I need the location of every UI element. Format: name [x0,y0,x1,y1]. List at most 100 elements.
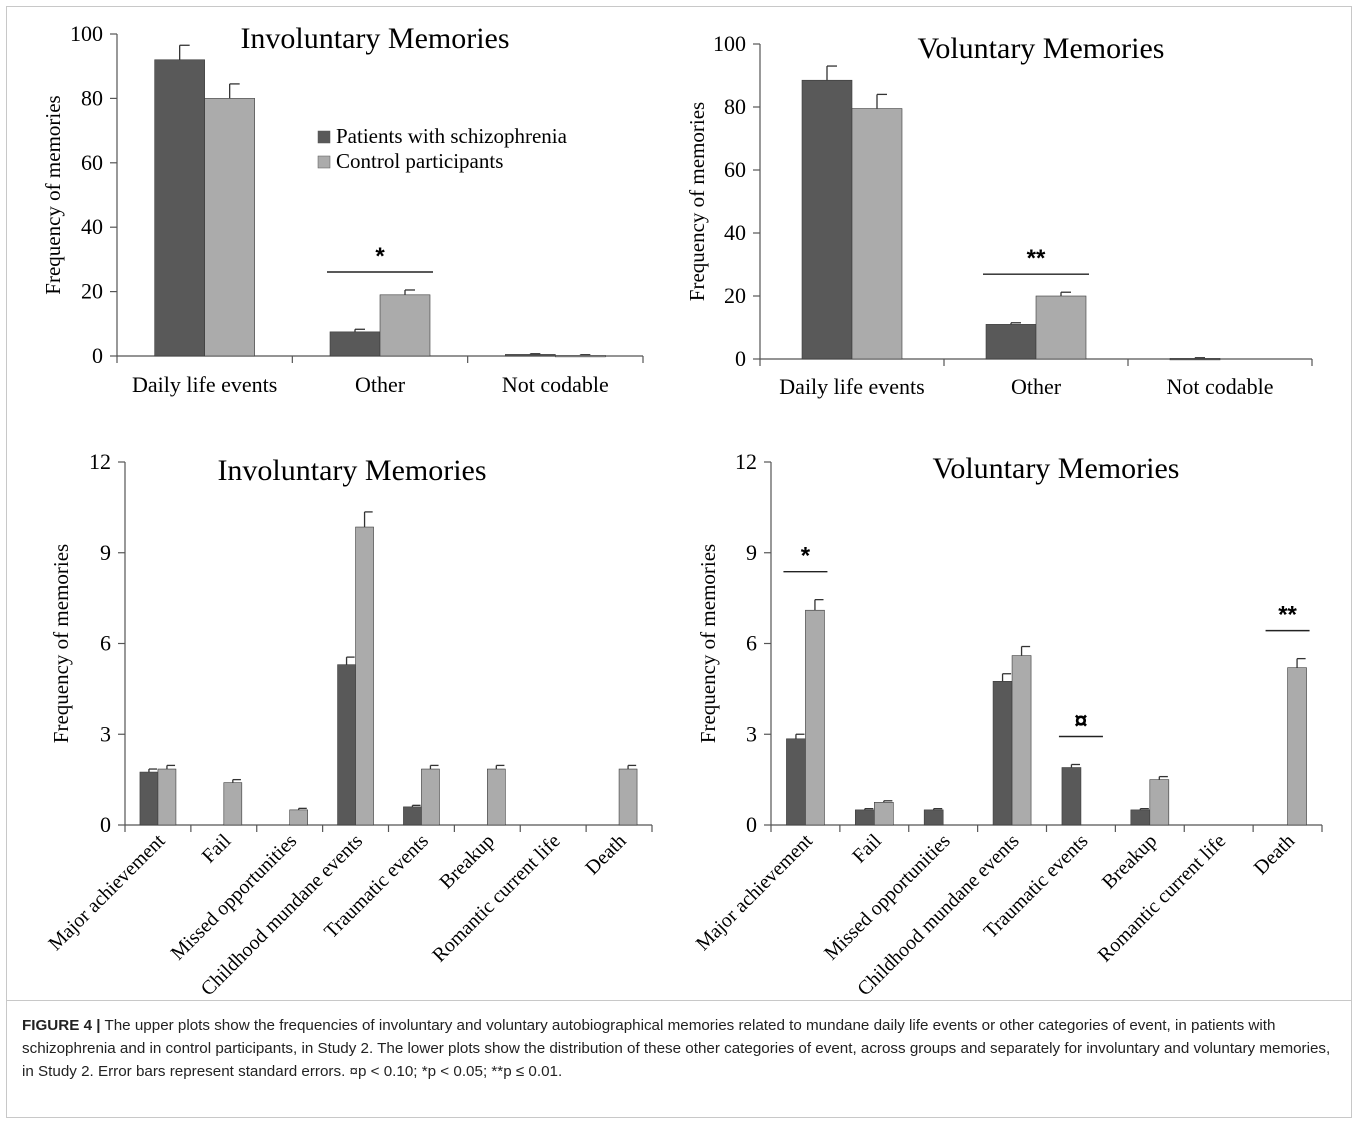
bar-control-participants-childhood-mundane-events [355,526,374,826]
y-tick-label: 9 [100,540,111,565]
chart-title: Involuntary Memories [240,22,509,55]
caption-separator [7,1000,1351,1001]
y-axis-label: Frequency of memories [696,544,720,743]
y-tick-label: 100 [70,21,103,46]
y-tick-label: 60 [81,150,103,175]
y-tick-label: 3 [746,721,757,746]
y-tick-label: 80 [81,85,103,110]
y-tick-label: 12 [735,449,757,474]
significance-marker: ** [1027,245,1046,272]
bar-patients-with-schizophrenia-missed-opportunities [923,809,944,826]
chart-bottom-left: Involuntary Memories 0 3 6 9 12 Frequency of m… [0,420,680,1000]
chart-voluntary-other-svg: Voluntary Memories 0 3 6 9 12 Frequency of mem… [692,449,1323,1000]
bar-patients-with-schizophrenia-traumatic-events [403,806,422,826]
chart-top-left: Involuntary Memories 0 20 40 60 80 100 Frequenc… [0,0,680,420]
y-tick-label: 100 [713,31,746,56]
x-tick-label-fail: Fail [198,830,236,868]
x-tick-label-major-achievement: Major achievement [692,830,817,955]
x-tick-label-daily-life-events: Daily life events [779,374,924,399]
y-tick-label: 9 [746,540,757,565]
figure-caption: FIGURE 4 | The upper plots show the freq… [22,1014,1336,1083]
bar-control-participants-childhood-mundane-events [1011,655,1032,826]
y-tick-label: 0 [100,812,111,837]
x-tick-label-not-codable: Not codable [502,372,609,397]
chart-top-right: Voluntary Memories 0 20 40 60 80 100 Frequency … [679,0,1358,420]
y-tick-label: 60 [724,157,746,182]
bar-patients-with-schizophrenia-major-achievement [786,738,806,826]
bar-patients-with-schizophrenia-not-codable [1169,358,1221,361]
chart-title: Voluntary Memories [933,452,1180,485]
x-tick-label-romantic-current-life: Romantic current life [1094,830,1231,967]
x-tick-label-daily-life-events: Daily life events [132,372,277,397]
significance-marker: * [801,543,811,570]
bar-control-participants-fail [874,802,894,826]
bar-control-participants-not-codable [555,355,606,358]
y-tick-label: 0 [746,812,757,837]
x-tick-label-death: Death [581,830,630,879]
bar-patients-with-schizophrenia-daily-life-events [154,59,205,357]
chart-involuntary-main-svg: Involuntary Memories 0 20 40 60 80 100 Frequenc… [41,21,644,397]
bar-patients-with-schizophrenia-childhood-mundane-events [337,664,356,826]
bar-patients-with-schizophrenia-other [985,324,1037,360]
y-tick-label: 6 [100,631,111,656]
bar-control-participants-other [1035,295,1087,360]
y-tick-label: 12 [89,449,111,474]
y-tick-label: 80 [724,94,746,119]
bar-control-participants-breakup [487,768,506,826]
y-tick-label: 3 [100,721,111,746]
bar-control-participants-traumatic-events [421,768,440,826]
significance-marker: * [375,243,385,270]
bar-control-participants-missed-opportunities [289,809,308,826]
x-tick-label-death: Death [1250,830,1299,879]
y-tick-label: 0 [735,346,746,371]
bar-patients-with-schizophrenia-other [329,331,381,357]
significance-marker: ** [1278,602,1297,629]
y-axis-label: Frequency of memories [49,544,73,743]
chart-title: Involuntary Memories [217,454,486,487]
bar-patients-with-schizophrenia-traumatic-events [1061,767,1082,826]
legend-swatch-control-participants [317,155,331,169]
chart-bottom-right: Voluntary Memories 0 3 6 9 12 Frequency of mem… [679,420,1358,1000]
bar-patients-with-schizophrenia-major-achievement [139,771,159,826]
significance-marker: ¤ [1074,708,1087,735]
bar-control-participants-fail [223,782,243,826]
y-axis-label: Frequency of memories [685,102,709,301]
bar-control-participants-death [1287,667,1307,826]
bar-patients-with-schizophrenia-daily-life-events [801,79,853,360]
y-tick-label: 0 [92,343,103,368]
y-tick-label: 20 [81,279,103,304]
figure-label: FIGURE 4 | [22,1017,101,1034]
bar-patients-with-schizophrenia-childhood-mundane-events [992,681,1013,826]
chart-involuntary-other-svg: Involuntary Memories 0 3 6 9 12 Frequency of m… [44,449,653,1000]
x-tick-label-other: Other [1011,374,1062,399]
bar-control-participants-major-achievement [805,609,825,826]
bar-control-participants-breakup [1149,779,1170,826]
bar-control-participants-daily-life-events [204,98,255,357]
caption-text: The upper plots show the frequencies of … [22,1017,1331,1080]
x-tick-label-not-codable: Not codable [1167,374,1274,399]
y-axis-label: Frequency of memories [41,95,65,294]
y-tick-label: 40 [724,220,746,245]
bar-control-participants-daily-life-events [851,108,903,360]
bar-control-participants-death [618,768,638,826]
bar-patients-with-schizophrenia-breakup [1130,809,1151,826]
x-tick-label-romantic-current-life: Romantic current life [428,830,565,967]
chart-voluntary-main-svg: Voluntary Memories 0 20 40 60 80 100 Frequency … [685,31,1313,399]
x-tick-label-fail: Fail [848,830,886,868]
x-tick-label-breakup: Breakup [435,830,498,893]
legend-label-control-participants: Control participants [336,149,503,173]
legend-swatch-patients-with-schizophrenia [317,130,331,144]
legend-label-patients-with-schizophrenia: Patients with schizophrenia [336,124,568,148]
bar-patients-with-schizophrenia-fail [855,809,875,826]
bar-patients-with-schizophrenia-not-codable [505,354,556,357]
x-tick-label-breakup: Breakup [1098,830,1161,893]
chart-title: Voluntary Memories [918,32,1165,65]
y-tick-label: 40 [81,214,103,239]
x-tick-label-missed-opportunities: Missed opportunities [167,830,302,965]
x-tick-label-major-achievement: Major achievement [44,830,169,955]
bar-control-participants-other [379,294,431,357]
x-tick-label-other: Other [355,372,406,397]
y-tick-label: 20 [724,283,746,308]
y-tick-label: 6 [746,631,757,656]
bar-control-participants-major-achievement [157,768,177,826]
